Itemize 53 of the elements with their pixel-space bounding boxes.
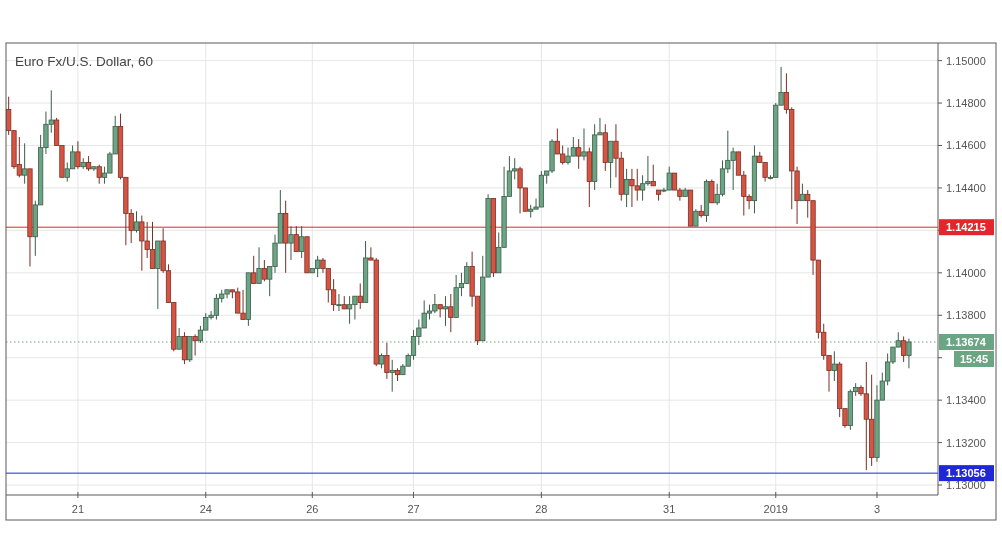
text: Euro Fx/U.S. Dollar, 60 bbox=[15, 53, 154, 69]
y-tick-label: 1.15000 bbox=[946, 54, 986, 67]
candlestick bbox=[22, 142, 28, 185]
y-tick-label: 1.13800 bbox=[946, 309, 986, 322]
candlestick bbox=[181, 331, 188, 365]
candlestick bbox=[256, 246, 262, 284]
candlestick bbox=[75, 140, 81, 170]
candlestick bbox=[96, 164, 102, 185]
y-tick-label: 1.14000 bbox=[946, 266, 986, 279]
x-tick-label: 27 bbox=[407, 503, 420, 515]
candlestick bbox=[91, 166, 97, 172]
candlestick bbox=[901, 335, 907, 363]
y-tick-label: 1.13000 bbox=[946, 479, 986, 492]
x-tick-label: 31 bbox=[663, 503, 676, 515]
candlestick bbox=[384, 342, 390, 380]
candlestick bbox=[357, 282, 363, 310]
candlestick bbox=[709, 178, 715, 204]
x-tick-label: 26 bbox=[306, 503, 319, 515]
x-tick-label: 21 bbox=[71, 503, 85, 515]
candlestick bbox=[650, 164, 656, 187]
candlestick bbox=[293, 225, 299, 253]
y-tick-label: 1.14600 bbox=[946, 139, 986, 152]
candlestick bbox=[299, 225, 305, 259]
ref-line-label: 1.13056 bbox=[946, 467, 986, 480]
candlestick bbox=[576, 138, 582, 170]
ref-line-label: 1.14215 bbox=[946, 221, 986, 234]
candlestick bbox=[442, 295, 449, 327]
candlestick bbox=[251, 255, 257, 284]
candlestick bbox=[608, 140, 614, 189]
y-tick-label: 1.14400 bbox=[946, 181, 986, 194]
x-tick-label: 2019 bbox=[763, 503, 788, 515]
candlestick bbox=[176, 327, 182, 350]
y-tick-label: 1.13400 bbox=[946, 394, 986, 407]
candlestick bbox=[831, 350, 837, 382]
candlestick bbox=[192, 333, 198, 357]
candlestick bbox=[336, 293, 342, 312]
x-tick-label: 28 bbox=[535, 503, 548, 515]
text: 15:45 bbox=[959, 353, 989, 365]
candlestick bbox=[448, 293, 454, 333]
ref-line-label: 1.13674 bbox=[946, 336, 987, 348]
candlestick bbox=[187, 335, 193, 363]
candlestick bbox=[288, 225, 294, 261]
candlestick bbox=[261, 259, 267, 282]
candlestick bbox=[581, 128, 587, 161]
candlestick bbox=[624, 168, 630, 208]
x-tick-label: 24 bbox=[199, 503, 212, 515]
candlestick bbox=[640, 174, 646, 202]
candlestick bbox=[133, 210, 140, 233]
y-tick-label: 1.14800 bbox=[946, 97, 986, 110]
x-tick-label: 3 bbox=[873, 503, 881, 515]
candlestick bbox=[906, 338, 912, 369]
candlestick bbox=[389, 359, 395, 393]
y-tick-label: 1.13200 bbox=[946, 436, 986, 449]
